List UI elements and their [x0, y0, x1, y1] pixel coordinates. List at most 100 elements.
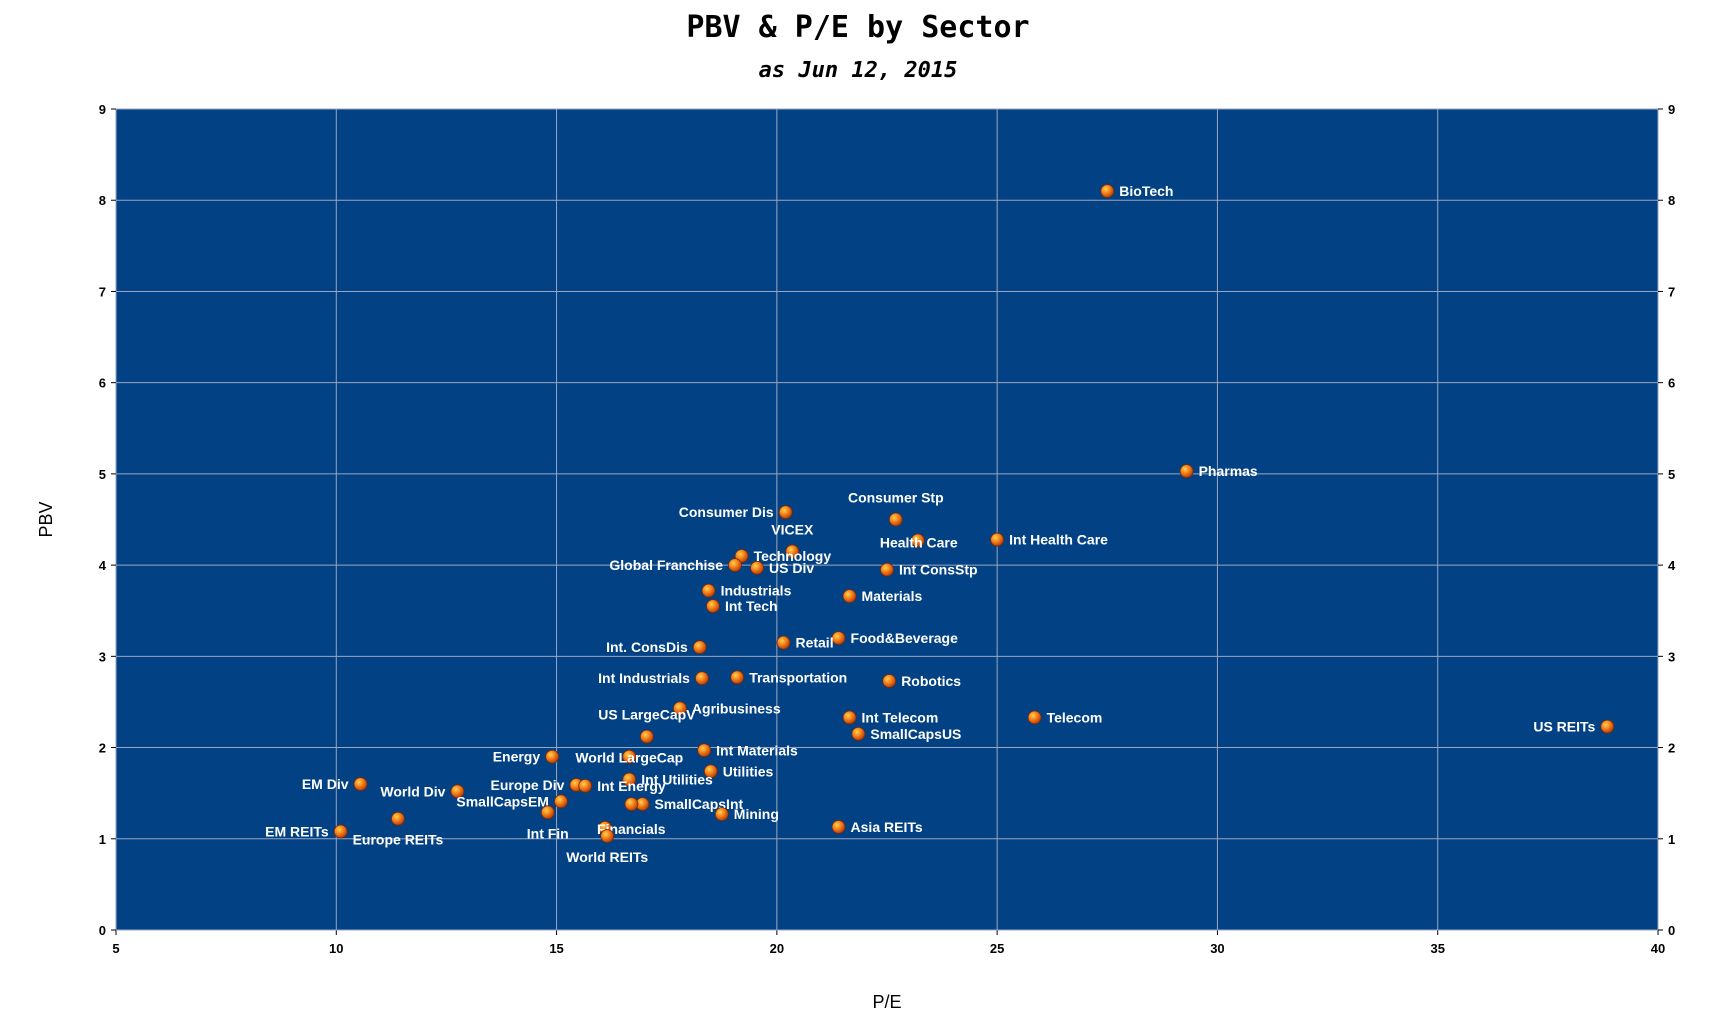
point-label: Asia REITs — [851, 819, 923, 835]
y-tick-label: 9 — [99, 102, 106, 117]
tick-labels: 5 10 15 20 25 30 35 400 01 12 23 34 45 56 67 78 89 9 — [99, 102, 1676, 956]
y-tick-label-right: 4 — [1668, 558, 1676, 573]
y-tick-label-right: 0 — [1668, 923, 1675, 938]
point-label: SmallCapsEM — [456, 793, 549, 809]
grid-lines — [111, 108, 1663, 935]
point-label: Health Care — [880, 534, 958, 550]
point-label: Robotics — [901, 673, 961, 689]
x-tick-label: 15 — [549, 941, 563, 956]
point-label: Consumer Stp — [848, 490, 944, 506]
y-tick-label: 4 — [99, 558, 107, 573]
data-point — [554, 794, 568, 809]
data-point — [353, 777, 368, 791]
x-tick-label: 40 — [1651, 941, 1665, 956]
chart-title: PBV & P/E by Sector — [686, 10, 1030, 45]
data-point — [714, 807, 729, 822]
point-label: Energy — [493, 749, 541, 765]
y-tick-label-right: 6 — [1668, 376, 1675, 391]
y-axis-label: PBV — [36, 501, 56, 537]
x-tick-label: 10 — [329, 941, 343, 956]
data-point — [391, 811, 405, 826]
x-tick-label: 30 — [1210, 941, 1224, 956]
point-label: Agribusiness — [692, 700, 781, 716]
point-label: BioTech — [1119, 183, 1173, 199]
y-tick-label: 0 — [99, 923, 106, 938]
data-point — [842, 710, 857, 725]
data-point — [624, 797, 639, 812]
data-point — [831, 631, 846, 645]
data-point — [1600, 719, 1615, 734]
data-point — [673, 701, 687, 716]
point-label: Int Materials — [716, 742, 798, 758]
y-tick-label-right: 9 — [1668, 102, 1675, 117]
point-label: Int Energy — [597, 778, 666, 794]
y-tick-label-right: 1 — [1668, 832, 1675, 847]
point-label: Mining — [734, 806, 779, 822]
point-label: US Div — [769, 560, 814, 576]
data-point — [701, 583, 716, 598]
point-label: Int. ConsDis — [606, 639, 688, 655]
data-point — [1027, 710, 1042, 725]
plot-area — [115, 108, 1659, 931]
data-point — [910, 533, 925, 548]
point-label: Int Tech — [725, 598, 778, 614]
y-tick-label-right: 8 — [1668, 193, 1675, 208]
y-tick-label-right: 5 — [1668, 467, 1675, 482]
data-point — [703, 764, 718, 779]
point-label: Global Franchise — [609, 557, 723, 573]
y-tick-label-right: 7 — [1668, 284, 1675, 299]
data-point — [622, 772, 637, 787]
y-tick-label: 6 — [99, 376, 106, 391]
data-points: BioTech Pharmas Consumer Dis Consumer Stp In… — [265, 183, 1615, 865]
x-tick-label: 35 — [1430, 941, 1444, 956]
data-point — [706, 599, 720, 614]
y-tick-label: 5 — [99, 467, 106, 482]
point-label: EM Div — [302, 776, 349, 792]
x-tick-label: 25 — [990, 941, 1004, 956]
y-tick-label: 8 — [99, 193, 106, 208]
data-point — [545, 749, 560, 764]
point-label: Int Health Care — [1009, 532, 1108, 548]
x-tick-label: 5 — [112, 941, 119, 956]
data-point — [842, 589, 857, 604]
data-point — [888, 512, 903, 527]
y-tick-label-right: 3 — [1668, 649, 1675, 664]
data-point — [578, 778, 593, 793]
x-tick-label: 20 — [770, 941, 784, 956]
data-point — [639, 729, 654, 744]
data-point — [692, 640, 707, 655]
data-point — [728, 558, 742, 573]
point-label: Int Fin — [527, 825, 569, 841]
data-point — [697, 743, 712, 758]
point-label: Food&Beverage — [851, 630, 959, 646]
point-label: World LargeCap — [575, 750, 683, 766]
data-point — [851, 726, 866, 741]
data-point — [831, 820, 846, 834]
point-label: Materials — [862, 588, 923, 604]
data-point — [450, 784, 465, 799]
y-tick-label: 2 — [99, 741, 106, 756]
data-point — [622, 749, 637, 764]
point-label: Int Industrials — [598, 670, 690, 686]
y-tick-label-right: 2 — [1668, 741, 1675, 756]
point-label: EM REITs — [265, 823, 329, 839]
point-label: Retail — [795, 635, 833, 651]
point-label: Europe REITs — [353, 832, 444, 848]
point-label: US LargeCapV — [598, 707, 696, 723]
data-point — [333, 824, 348, 839]
point-label: SmallCapsUS — [870, 726, 961, 742]
data-point — [776, 635, 791, 650]
y-tick-label: 1 — [99, 832, 106, 847]
data-point — [785, 544, 800, 559]
point-label: SmallCapsInt — [654, 796, 743, 812]
point-label: Transportation — [749, 669, 847, 685]
data-point — [750, 560, 764, 575]
point-label: Utilities — [723, 763, 774, 779]
point-label: Int Utilities — [641, 771, 713, 787]
point-label: Technology — [754, 548, 832, 564]
point-label: Consumer Dis — [679, 504, 774, 520]
chart-subtitle: as Jun 12, 2015 — [758, 58, 958, 83]
data-point — [695, 671, 709, 686]
data-point — [990, 532, 1005, 547]
